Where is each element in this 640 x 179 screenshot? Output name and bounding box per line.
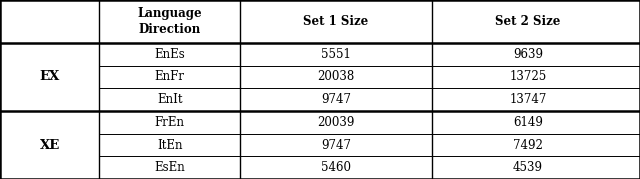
Text: EsEn: EsEn [154,161,185,174]
Text: 9639: 9639 [513,48,543,61]
Text: Set 1 Size: Set 1 Size [303,15,369,28]
Text: 5460: 5460 [321,161,351,174]
Text: 13747: 13747 [509,93,547,106]
Text: Language
Direction: Language Direction [138,7,202,36]
Text: Set 2 Size: Set 2 Size [495,15,561,28]
Text: 5551: 5551 [321,48,351,61]
Text: XE: XE [40,139,60,152]
Text: 20039: 20039 [317,116,355,129]
Text: EX: EX [40,70,60,83]
Text: 13725: 13725 [509,70,547,83]
Text: EnIt: EnIt [157,93,182,106]
Text: FrEn: FrEn [155,116,184,129]
Text: 7492: 7492 [513,139,543,152]
Text: 6149: 6149 [513,116,543,129]
Text: 4539: 4539 [513,161,543,174]
Text: 20038: 20038 [317,70,355,83]
Text: 9747: 9747 [321,93,351,106]
Text: 9747: 9747 [321,139,351,152]
Text: ItEn: ItEn [157,139,182,152]
Text: EnFr: EnFr [155,70,184,83]
Text: EnEs: EnEs [154,48,185,61]
